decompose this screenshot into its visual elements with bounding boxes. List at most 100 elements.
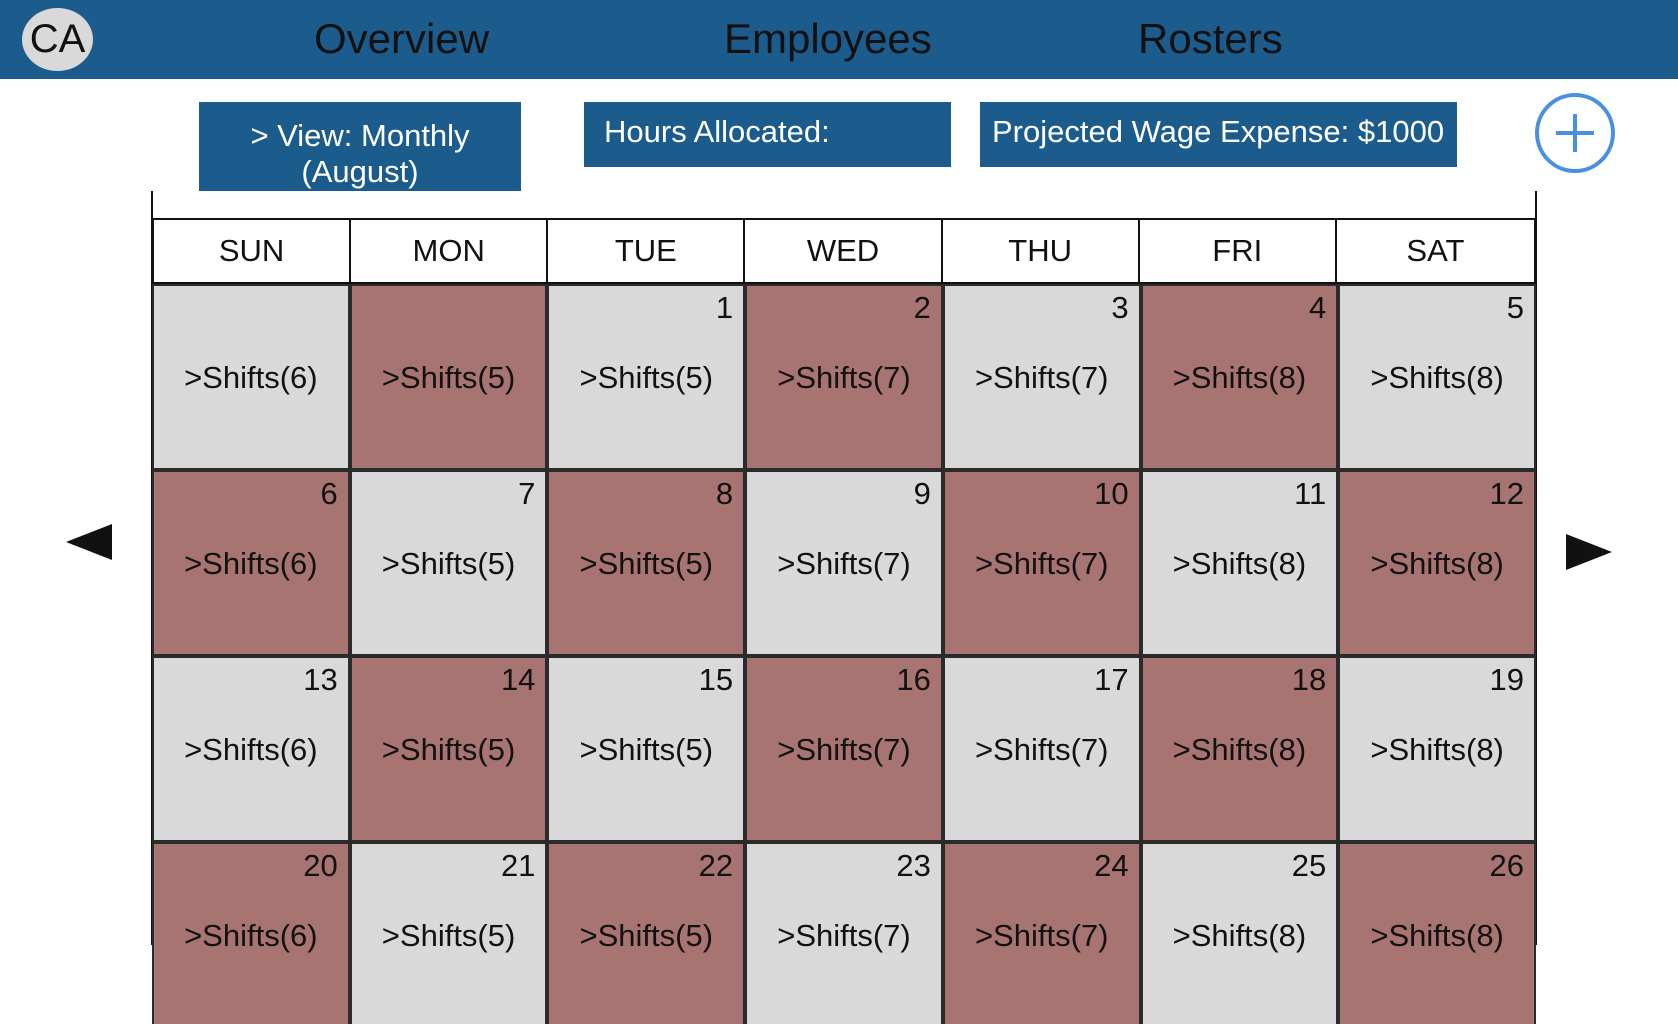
day-number: 15 [698, 662, 734, 697]
view-mode-label: > View: Monthly [250, 118, 470, 153]
shifts-link[interactable]: >Shifts(5) [579, 360, 714, 395]
shifts-link[interactable]: >Shifts(8) [1172, 918, 1307, 953]
day-number: 2 [913, 290, 931, 325]
wage-expense-label: Projected Wage Expense: $1000 [992, 114, 1445, 149]
weekday-sat: SAT [1406, 233, 1465, 268]
nav-employees[interactable]: Employees [724, 15, 932, 62]
day-number: 1 [715, 290, 734, 325]
user-avatar[interactable]: CA [22, 8, 93, 71]
shifts-link[interactable]: >Shifts(6) [184, 918, 318, 953]
day-number: 26 [1489, 848, 1524, 883]
calendar-day-cell[interactable]: 22 >Shifts(5) [547, 842, 746, 1024]
weekday-sun: SUN [154, 220, 352, 282]
calendar-day-cell[interactable]: 15 >Shifts(5) [547, 656, 746, 842]
day-number: 24 [1094, 848, 1129, 883]
shifts-link[interactable]: >Shifts(8) [1370, 360, 1504, 395]
shifts-link[interactable]: >Shifts(7) [974, 918, 1109, 953]
calendar-day-cell[interactable]: 11 >Shifts(8) [1140, 470, 1339, 656]
day-number: 13 [303, 662, 338, 697]
day-number: 23 [896, 848, 931, 883]
day-number: 12 [1489, 476, 1524, 511]
calendar-day-cell[interactable]: 1 >Shifts(5) [547, 284, 746, 470]
calendar-day-cell[interactable]: 14 >Shifts(5) [349, 656, 548, 842]
shifts-link[interactable]: >Shifts(8) [1370, 546, 1504, 581]
calendar-day-cell[interactable]: 5 >Shifts(8) [1338, 284, 1536, 470]
shifts-link[interactable]: >Shifts(7) [777, 546, 911, 581]
calendar-day-cell[interactable]: 8 >Shifts(5) [547, 470, 746, 656]
shifts-link[interactable]: >Shifts(7) [974, 360, 1109, 395]
calendar-day-cell[interactable]: >Shifts(5) [349, 284, 548, 470]
shifts-link[interactable]: >Shifts(5) [381, 732, 516, 767]
day-number: 7 [518, 476, 536, 511]
nav-rosters[interactable]: Rosters [1138, 15, 1283, 62]
calendar-day-cell[interactable]: 26 >Shifts(8) [1338, 842, 1536, 1024]
shifts-link[interactable]: >Shifts(6) [184, 546, 318, 581]
day-number: 5 [1506, 290, 1524, 325]
day-number: 25 [1291, 848, 1327, 883]
plus-circle-icon[interactable] [1535, 93, 1615, 173]
shifts-link[interactable]: >Shifts(7) [777, 360, 911, 395]
shifts-link[interactable]: >Shifts(8) [1172, 732, 1307, 767]
shifts-link[interactable]: >Shifts(8) [1370, 732, 1504, 767]
hours-allocated-label: Hours Allocated: [604, 114, 830, 149]
calendar-day-cell[interactable]: 20 >Shifts(6) [152, 842, 350, 1024]
weekday-tue: TUE [548, 220, 746, 282]
arrow-right-icon[interactable] [1566, 534, 1612, 570]
day-number: 21 [500, 848, 536, 883]
calendar-day-cell[interactable]: 13 >Shifts(6) [152, 656, 350, 842]
shifts-link[interactable]: >Shifts(7) [974, 546, 1109, 581]
calendar-day-cell[interactable]: 2 >Shifts(7) [745, 284, 943, 470]
day-number: 3 [1111, 290, 1129, 325]
calendar-day-cell[interactable]: 16 >Shifts(7) [745, 656, 943, 842]
calendar-day-cell[interactable]: 18 >Shifts(8) [1140, 656, 1339, 842]
calendar-day-cell[interactable]: 9 >Shifts(7) [745, 470, 943, 656]
hours-allocated-box: Hours Allocated: [584, 102, 951, 167]
shifts-link[interactable]: >Shifts(5) [579, 732, 714, 767]
arrow-left-icon[interactable] [66, 524, 112, 560]
view-mode-selector[interactable]: > View: Monthly (August) [199, 102, 521, 191]
calendar-day-cell[interactable]: 10 >Shifts(7) [942, 470, 1141, 656]
shifts-link[interactable]: >Shifts(6) [184, 360, 318, 395]
shifts-link[interactable]: >Shifts(5) [381, 546, 516, 581]
weekday-header-row: SUN MON TUE WED THU FRI SAT [152, 218, 1536, 284]
day-number: 6 [320, 476, 338, 511]
day-number: 16 [896, 662, 931, 697]
day-number: 20 [303, 848, 338, 883]
top-navigation-bar: CA Overview Employees Rosters [0, 0, 1678, 79]
weekday-fri: FRI [1140, 220, 1337, 282]
weekday-thu: THU [943, 220, 1140, 282]
calendar-day-cell[interactable]: 3 >Shifts(7) [942, 284, 1141, 470]
calendar-day-cell[interactable]: 23 >Shifts(7) [745, 842, 943, 1024]
shifts-link[interactable]: >Shifts(5) [381, 360, 516, 395]
shifts-link[interactable]: >Shifts(8) [1172, 360, 1307, 395]
day-number: 19 [1489, 662, 1524, 697]
calendar-day-cell[interactable]: 4 >Shifts(8) [1140, 284, 1339, 470]
day-number: 14 [500, 662, 536, 697]
shifts-link[interactable]: >Shifts(8) [1370, 918, 1504, 953]
weekday-mon: MON [351, 220, 549, 282]
calendar-day-cell[interactable]: 24 >Shifts(7) [942, 842, 1141, 1024]
shifts-link[interactable]: >Shifts(5) [579, 546, 714, 581]
calendar-day-cell[interactable]: 21 >Shifts(5) [349, 842, 548, 1024]
day-number: 4 [1309, 290, 1327, 325]
calendar-day-cell[interactable]: 25 >Shifts(8) [1140, 842, 1339, 1024]
nav-overview[interactable]: Overview [314, 15, 490, 62]
shifts-link[interactable]: >Shifts(7) [974, 732, 1109, 767]
calendar-day-cell[interactable]: 6 >Shifts(6) [152, 470, 350, 656]
calendar-day-cell[interactable]: 19 >Shifts(8) [1338, 656, 1536, 842]
view-mode-month: (August) [301, 154, 419, 189]
shifts-link[interactable]: >Shifts(5) [381, 918, 516, 953]
day-number: 22 [698, 848, 734, 883]
day-number: 11 [1294, 476, 1327, 511]
shifts-link[interactable]: >Shifts(5) [579, 918, 714, 953]
shifts-link[interactable]: >Shifts(7) [777, 918, 911, 953]
shifts-link[interactable]: >Shifts(8) [1172, 546, 1307, 581]
shifts-link[interactable]: >Shifts(7) [777, 732, 911, 767]
calendar-day-cell[interactable]: >Shifts(6) [152, 284, 350, 470]
calendar-day-cell[interactable]: 17 >Shifts(7) [942, 656, 1141, 842]
shifts-link[interactable]: >Shifts(6) [184, 732, 318, 767]
weekday-wed: WED [745, 220, 943, 282]
calendar-day-cell[interactable]: 7 >Shifts(5) [349, 470, 548, 656]
day-number: 10 [1094, 476, 1129, 511]
calendar-day-cell[interactable]: 12 >Shifts(8) [1338, 470, 1536, 656]
